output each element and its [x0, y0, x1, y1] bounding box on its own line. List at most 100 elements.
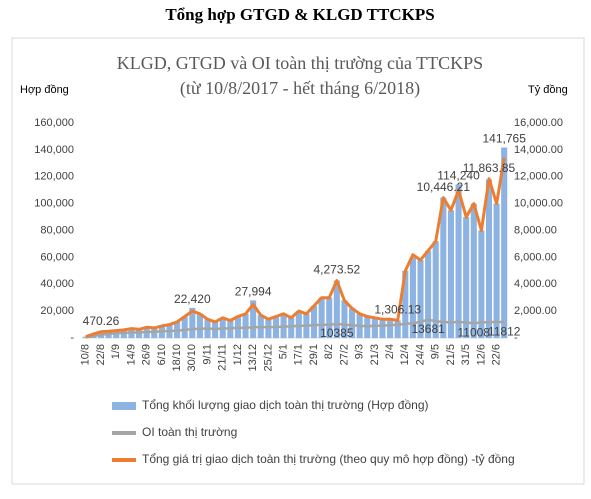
- y-tick-label: 80,000: [40, 224, 74, 236]
- bar: [447, 210, 454, 338]
- bar: [409, 257, 416, 338]
- y2-tick-label: 14,000.00: [514, 144, 563, 156]
- bar: [242, 313, 249, 338]
- x-tick-label: 22/8: [95, 344, 107, 365]
- y2-tick-label: 8,000.00: [514, 224, 557, 236]
- bar: [485, 179, 493, 338]
- y2-axis-label: Tỷ đồng: [528, 84, 568, 96]
- bar: [417, 260, 424, 338]
- data-label: 10385: [320, 326, 354, 340]
- y-tick-label: -: [70, 332, 74, 344]
- legend-label: OI toàn thị trường: [142, 425, 237, 439]
- data-label: 470.26: [83, 314, 120, 328]
- x-tick-label: 27/2: [338, 344, 350, 365]
- x-tick-label: 14/9: [125, 344, 137, 365]
- bar: [387, 319, 394, 338]
- y-axis-label: Hợp đồng: [20, 84, 69, 96]
- x-tick-label: 6/10: [156, 344, 168, 365]
- bar: [196, 313, 203, 338]
- data-label: 11008: [458, 325, 491, 339]
- data-label: 1,306.13: [374, 303, 421, 317]
- legend-label: Tổng giá trị giao dịch toàn thị trường (…: [142, 452, 515, 466]
- y-tick-label: 120,000: [34, 171, 74, 183]
- bar: [82, 336, 89, 338]
- x-tick-label: 29/1: [308, 344, 320, 365]
- page-title: Tổng hợp GTGD & KLGD TTCKPS: [165, 5, 434, 24]
- bar: [181, 316, 188, 338]
- x-tick-label: 2/4: [384, 344, 396, 359]
- x-tick-label: 18/10: [171, 344, 183, 372]
- y-tick-label: 100,000: [34, 198, 74, 210]
- chart-title: KLGD, GTGD và OI toàn thị trường của TTC…: [117, 53, 483, 73]
- bar: [455, 184, 462, 338]
- y-tick-label: 140,000: [34, 144, 74, 156]
- y2-tick-label: 12,000.00: [514, 171, 563, 183]
- x-tick-label: 12/6: [475, 344, 487, 365]
- bar: [379, 319, 386, 338]
- bar: [333, 280, 340, 338]
- x-tick-label: 17/1: [293, 344, 305, 365]
- bar: [402, 270, 409, 338]
- bar: [288, 317, 295, 338]
- x-tick-label: 8/2: [323, 344, 335, 359]
- x-tick-label: 21/11: [217, 344, 229, 371]
- x-tick-label: 9/3: [354, 344, 366, 359]
- data-label: 11812: [488, 324, 521, 338]
- bar: [318, 297, 325, 338]
- bar: [478, 230, 485, 338]
- y2-tick-label: 2,000.00: [514, 305, 557, 317]
- x-tick-label: 24/4: [414, 344, 426, 365]
- bar: [250, 300, 257, 338]
- data-label: 114,240: [437, 169, 480, 183]
- data-label: 22,420: [174, 292, 211, 306]
- data-label: 4,273.52: [313, 263, 360, 277]
- data-label: 13681: [411, 322, 445, 336]
- legend-label: Tổng khối lượng giao dịch toàn thị trườn…: [142, 398, 429, 412]
- x-tick-label: 21/3: [369, 344, 381, 365]
- bar: [265, 319, 272, 338]
- x-tick-label: 1/12: [232, 344, 244, 365]
- bar: [151, 327, 158, 338]
- bar: [189, 307, 196, 338]
- bar: [394, 320, 401, 338]
- y-tick-label: 160,000: [34, 117, 74, 129]
- bar: [326, 297, 333, 338]
- chart-subtitle: (từ 10/8/2017 - hết tháng 6/2018): [180, 78, 420, 99]
- y-tick-label: 60,000: [40, 251, 74, 263]
- x-tick-label: 9/5: [430, 344, 442, 359]
- x-tick-label: 13/12: [247, 344, 259, 372]
- line: [85, 157, 506, 339]
- bar: [440, 197, 447, 338]
- bar: [463, 217, 470, 338]
- bar: [371, 317, 378, 338]
- y2-tick-label: -: [514, 332, 518, 344]
- bar: [501, 147, 508, 338]
- y2-tick-label: 10,000.00: [514, 198, 563, 210]
- bar: [425, 250, 432, 338]
- bar: [493, 203, 500, 338]
- data-label: 141,765: [483, 132, 527, 146]
- x-tick-label: 12/4: [399, 344, 411, 365]
- data-label: 10,446.21: [417, 180, 471, 194]
- x-tick-label: 1/9: [110, 344, 122, 359]
- x-tick-label: 5/1: [277, 344, 289, 359]
- y2-tick-label: 4,000.00: [514, 278, 557, 290]
- bar: [295, 311, 302, 338]
- y-tick-label: 40,000: [40, 278, 74, 290]
- bar: [341, 300, 348, 338]
- x-tick-label: 26/9: [141, 344, 153, 365]
- x-tick-label: 22/6: [490, 344, 502, 365]
- data-label: 11,863.85: [463, 161, 516, 175]
- legend-swatch: [112, 402, 136, 410]
- bar: [432, 241, 439, 338]
- x-tick-label: 21/5: [445, 344, 457, 365]
- bar: [349, 308, 356, 338]
- bar: [470, 203, 477, 338]
- y2-tick-label: 16,000.00: [514, 117, 563, 129]
- x-tick-label: 10/8: [80, 344, 92, 365]
- x-tick-label: 31/5: [460, 344, 472, 365]
- x-tick-label: 30/10: [186, 344, 198, 372]
- y-tick-label: 20,000: [40, 305, 74, 317]
- x-tick-label: 9/11: [201, 344, 213, 365]
